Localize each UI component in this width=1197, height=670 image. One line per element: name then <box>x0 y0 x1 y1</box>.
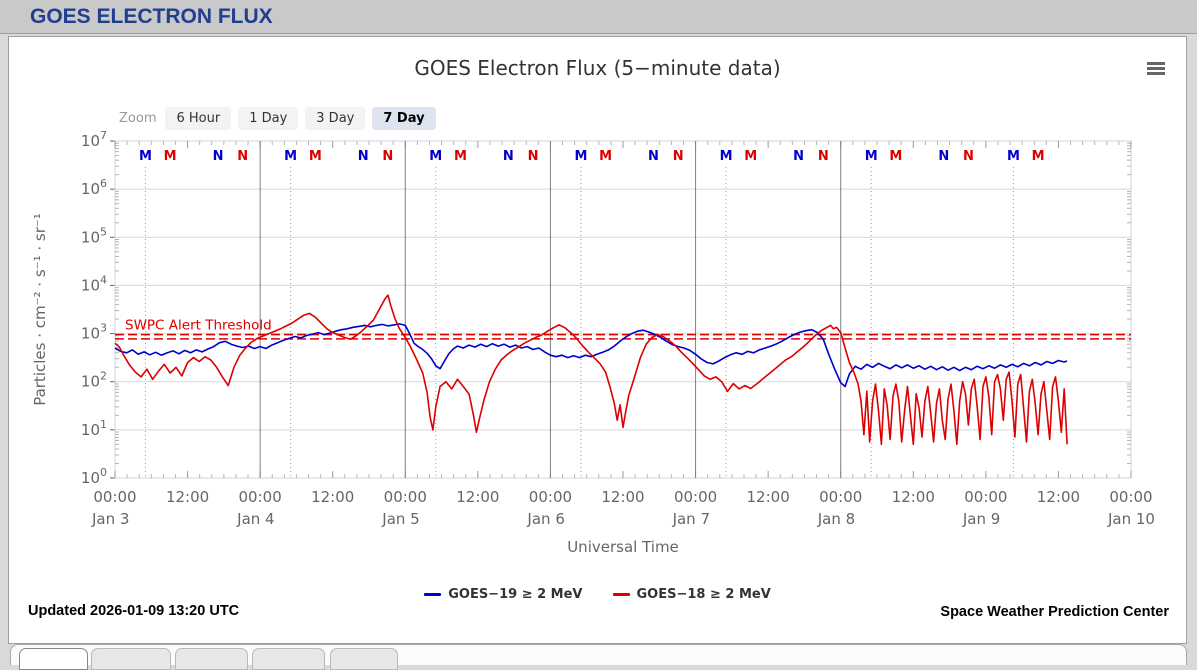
satellite-noon-marker: N <box>358 149 369 164</box>
satellite-midnight-marker: M <box>599 149 612 164</box>
satellite-noon-marker: N <box>963 149 974 164</box>
x-axis-time-label: 12:00 <box>311 488 354 506</box>
bottom-tab-strip <box>10 644 1187 670</box>
zoom-1day-button[interactable]: 1 Day <box>238 107 299 130</box>
zoom-6hour-button[interactable]: 6 Hour <box>165 107 232 130</box>
satellite-midnight-marker: M <box>1032 149 1045 164</box>
y-axis-label: 102 <box>81 370 107 391</box>
x-axis-time-label: 12:00 <box>747 488 790 506</box>
x-axis-time-label: 00:00 <box>239 488 282 506</box>
satellite-noon-marker: N <box>213 149 224 164</box>
satellite-midnight-marker: M <box>284 149 297 164</box>
page-header: GOES ELECTRON FLUX <box>0 0 1197 34</box>
satellite-midnight-marker: M <box>164 149 177 164</box>
satellite-midnight-marker: M <box>139 149 152 164</box>
x-axis-time-label: 12:00 <box>601 488 644 506</box>
goes19-line-swatch <box>424 592 442 596</box>
x-axis-time-label: 00:00 <box>819 488 862 506</box>
bottom-tab-3[interactable] <box>175 648 248 670</box>
x-axis-title: Universal Time <box>567 538 679 556</box>
y-axis-label: 104 <box>81 273 107 294</box>
x-axis-time-label: 00:00 <box>93 488 136 506</box>
legend-label-goes18: GOES−18 ≥ 2 MeV <box>636 586 771 602</box>
chart-title: GOES Electron Flux (5−minute data) <box>414 56 781 80</box>
bottom-tab-2[interactable] <box>91 648 171 670</box>
satellite-midnight-marker: M <box>429 149 442 164</box>
bottom-tab-5[interactable] <box>330 648 398 670</box>
bottom-tab-1[interactable] <box>19 648 88 670</box>
zoom-7day-button[interactable]: 7 Day <box>372 107 436 130</box>
goes18-line-swatch <box>612 592 630 596</box>
bottom-tab-4[interactable] <box>252 648 325 670</box>
x-axis-time-label: 00:00 <box>964 488 1007 506</box>
satellite-midnight-marker: M <box>574 149 587 164</box>
x-axis-day-label: Jan 9 <box>962 510 1000 528</box>
page-title: GOES ELECTRON FLUX <box>30 5 273 28</box>
y-axis-label: 105 <box>81 225 107 246</box>
satellite-noon-marker: N <box>818 149 829 164</box>
x-axis-time-label: 00:00 <box>529 488 572 506</box>
satellite-midnight-marker: M <box>454 149 467 164</box>
zoom-controls: Zoom 6 Hour 1 Day 3 Day 7 Day <box>119 106 436 131</box>
x-axis-day-label: Jan 10 <box>1107 510 1155 528</box>
satellite-noon-marker: N <box>237 149 248 164</box>
legend-label-goes19: GOES−19 ≥ 2 MeV <box>448 586 583 602</box>
x-axis-time-label: 12:00 <box>892 488 935 506</box>
satellite-noon-marker: N <box>673 149 684 164</box>
satellite-noon-marker: N <box>382 149 393 164</box>
satellite-midnight-marker: M <box>309 149 322 164</box>
org-name: Space Weather Prediction Center <box>940 604 1169 620</box>
satellite-midnight-marker: M <box>720 149 733 164</box>
y-axis-label: 101 <box>81 418 107 439</box>
zoom-label: Zoom <box>119 111 157 126</box>
legend-item-goes18[interactable]: GOES−18 ≥ 2 MeV <box>612 586 771 602</box>
alert-threshold-label: SWPC Alert Threshold <box>125 318 272 334</box>
satellite-noon-marker: N <box>503 149 514 164</box>
x-axis-time-label: 00:00 <box>384 488 427 506</box>
series-line-goes19 <box>114 323 1068 388</box>
satellite-noon-marker: N <box>793 149 804 164</box>
x-axis-time-label: 12:00 <box>1037 488 1080 506</box>
satellite-midnight-marker: M <box>744 149 757 164</box>
satellite-noon-marker: N <box>938 149 949 164</box>
x-axis-time-label: 12:00 <box>456 488 499 506</box>
x-axis-time-label: 00:00 <box>1109 488 1152 506</box>
x-axis-day-label: Jan 8 <box>817 510 855 528</box>
y-axis-label: 100 <box>81 466 107 487</box>
x-axis-day-label: Jan 3 <box>91 510 129 528</box>
satellite-midnight-marker: M <box>865 149 878 164</box>
x-axis-time-label: 12:00 <box>166 488 209 506</box>
x-axis-day-label: Jan 7 <box>672 510 710 528</box>
satellite-noon-marker: N <box>648 149 659 164</box>
satellite-midnight-marker: M <box>1007 149 1020 164</box>
x-axis-day-label: Jan 4 <box>236 510 274 528</box>
y-axis-label: 103 <box>81 322 107 343</box>
y-axis-title: Particles · cm⁻² · s⁻¹ · sr⁻¹ <box>31 213 49 406</box>
chart-panel: GOES Electron Flux (5−minute data) Zoom … <box>8 36 1187 644</box>
x-axis-day-label: Jan 5 <box>381 510 419 528</box>
y-axis-label: 106 <box>81 177 107 198</box>
series-line-goes18 <box>114 294 1068 446</box>
zoom-3day-button[interactable]: 3 Day <box>305 107 366 130</box>
satellite-midnight-marker: M <box>889 149 902 164</box>
hamburger-menu-icon[interactable] <box>1147 62 1167 78</box>
y-axis-label: 107 <box>81 129 107 150</box>
x-axis-day-label: Jan 6 <box>526 510 564 528</box>
updated-timestamp: Updated 2026-01-09 13:20 UTC <box>28 603 240 619</box>
x-axis-time-label: 00:00 <box>674 488 717 506</box>
legend-item-goes19[interactable]: GOES−19 ≥ 2 MeV <box>424 586 583 602</box>
satellite-noon-marker: N <box>528 149 539 164</box>
legend: GOES−19 ≥ 2 MeV GOES−18 ≥ 2 MeV <box>9 584 1186 604</box>
